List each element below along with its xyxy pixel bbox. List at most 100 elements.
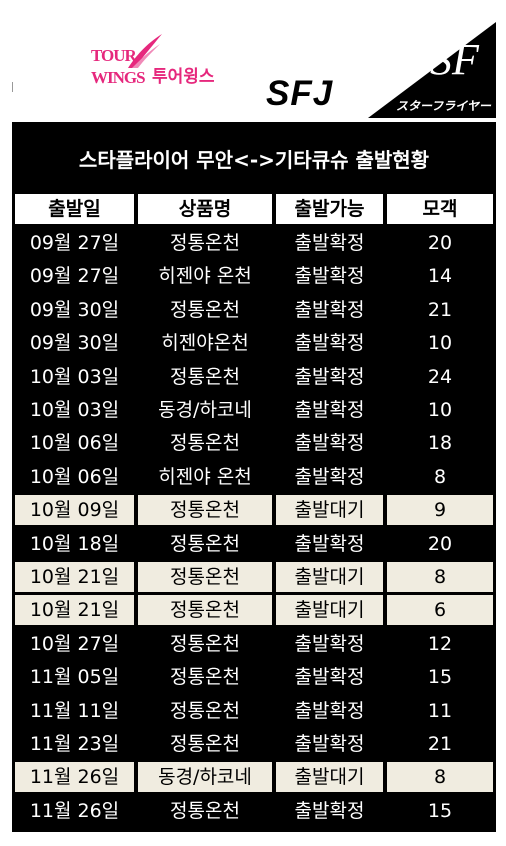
table-row: 10월 03일 정통온천 출발확정 24 [12, 362, 496, 392]
row-count: 9 [387, 495, 493, 526]
table-row: 11월 05일 정통온천 출발확정 15 [12, 662, 496, 692]
row-count: 10 [427, 332, 453, 355]
row-product: 정통온천 [170, 799, 240, 822]
row-status: 출발확정 [294, 265, 365, 288]
row-product: 정통온천 [138, 495, 272, 526]
table-row: 09월 27일 히젠야 온천 출발확정 14 [12, 261, 496, 291]
table-row: 10월 18일 정통온천 출발확정 20 [12, 529, 496, 559]
row-count: 15 [427, 666, 453, 689]
row-date: 10월 21일 [15, 562, 134, 592]
row-count: 24 [427, 365, 453, 388]
row-product: 정통온천 [138, 595, 272, 626]
row-product: 정통온천 [170, 532, 240, 555]
row-status: 출발확정 [294, 432, 365, 455]
row-product: 동경/하코네 [158, 399, 252, 421]
row-date: 09월 27일 [29, 265, 120, 288]
table-row: 11월 26일 정통온천 출발확정 15 [12, 796, 496, 826]
edge-mark [12, 82, 13, 92]
table-row: 09월 27일 정통온천 출발확정 20 [12, 228, 496, 258]
row-count: 8 [387, 562, 493, 592]
row-date: 10월 18일 [29, 532, 120, 555]
tourwings-logo: TOUR WINGS 투어윙스 [86, 32, 236, 112]
row-status: 출발확정 [294, 666, 365, 689]
row-date: 09월 27일 [29, 232, 120, 254]
row-status: 출발확정 [294, 799, 365, 822]
row-date: 11월 11일 [29, 699, 120, 722]
row-date: 10월 21일 [15, 595, 134, 626]
row-date: 11월 23일 [29, 733, 120, 755]
wing-icon [128, 34, 162, 68]
starflyer-monogram: SF [430, 35, 480, 84]
table-row: 10월 03일 동경/하코네 출발확정 10 [12, 395, 496, 425]
starflyer-badge-icon: SF [368, 22, 496, 118]
row-date: 09월 30일 [29, 298, 120, 321]
starflyer-text: スターフライヤー [396, 99, 491, 113]
row-count: 6 [387, 595, 493, 626]
table-row: 10월 21일 정통온천 출발대기 6 [12, 595, 496, 626]
row-count: 21 [427, 298, 453, 321]
table-row: 09월 30일 히젠야온천 출발확정 10 [12, 328, 496, 358]
table-row: 09월 30일 정통온천 출발확정 21 [12, 295, 496, 325]
departure-board: 스타플라이어 무안<->기타큐슈 출발현황 출발일 상품명 출발가능 모객 09… [12, 122, 496, 832]
row-date: 11월 26일 [29, 799, 120, 822]
row-status: 출발확정 [294, 465, 365, 488]
row-date: 11월 26일 [15, 762, 134, 793]
row-count: 20 [427, 532, 453, 555]
row-date: 10월 09일 [15, 495, 134, 526]
row-status: 출발확정 [294, 365, 365, 388]
table-row: 10월 06일 정통온천 출발확정 18 [12, 428, 496, 458]
row-product: 정통온천 [138, 562, 272, 592]
header-date: 출발일 [15, 194, 134, 224]
row-status: 출발확정 [294, 298, 365, 321]
table-row: 10월 09일 정통온천 출발대기 9 [12, 495, 496, 526]
row-product: 정통온천 [170, 232, 240, 254]
row-product: 히젠야 온천 [158, 265, 252, 288]
row-product: 정통온천 [170, 632, 240, 655]
row-status: 출발확정 [294, 399, 365, 421]
row-date: 11월 05일 [29, 666, 120, 689]
table-row: 10월 27일 정통온천 출발확정 12 [12, 629, 496, 659]
row-status: 출발확정 [294, 699, 365, 722]
row-date: 10월 03일 [29, 365, 120, 388]
row-status: 출발확정 [294, 232, 365, 254]
row-product: 히젠야온천 [161, 332, 249, 355]
row-product: 정통온천 [170, 432, 240, 455]
row-product: 정통온천 [170, 733, 240, 755]
starflyer-logo: SF スターフライヤー [368, 22, 496, 118]
row-count: 18 [427, 432, 453, 455]
row-product: 정통온천 [170, 699, 240, 722]
row-count: 12 [427, 632, 453, 655]
table-row: 10월 21일 정통온천 출발대기 8 [12, 562, 496, 592]
header-count: 모객 [387, 194, 493, 224]
table-row: 11월 11일 정통온천 출발확정 11 [12, 696, 496, 726]
row-date: 10월 06일 [29, 465, 120, 488]
board-title: 스타플라이어 무안<->기타큐슈 출발현황 [78, 148, 430, 172]
row-status: 출발대기 [276, 595, 383, 626]
row-count: 21 [427, 733, 453, 755]
header-product: 상품명 [138, 194, 272, 224]
row-status: 출발확정 [294, 532, 365, 555]
row-status: 출발확정 [294, 332, 365, 355]
row-product: 정통온천 [170, 666, 240, 689]
row-count: 10 [427, 399, 453, 421]
row-product: 동경/하코네 [138, 762, 272, 793]
row-status: 출발대기 [276, 562, 383, 592]
row-count: 8 [433, 465, 447, 488]
sfj-logo: SFJ [266, 74, 334, 113]
row-status: 출발대기 [276, 762, 383, 793]
tourwings-line2: WINGS [91, 68, 146, 87]
row-status: 출발확정 [294, 733, 365, 755]
table-row: 11월 26일 동경/하코네 출발대기 8 [12, 762, 496, 793]
row-status: 출발확정 [294, 632, 365, 655]
row-count: 8 [387, 762, 493, 793]
tourwings-korean: 투어윙스 [152, 67, 215, 87]
tourwings-line1: TOUR [91, 46, 137, 65]
row-date: 10월 06일 [29, 432, 120, 455]
row-date: 10월 27일 [29, 632, 120, 655]
row-product: 히젠야 온천 [158, 465, 252, 488]
table-row: 11월 23일 정통온천 출발확정 21 [12, 729, 496, 759]
row-product: 정통온천 [170, 298, 240, 321]
row-date: 09월 30일 [29, 332, 120, 355]
row-count: 14 [427, 265, 453, 288]
header-status: 출발가능 [276, 194, 383, 224]
